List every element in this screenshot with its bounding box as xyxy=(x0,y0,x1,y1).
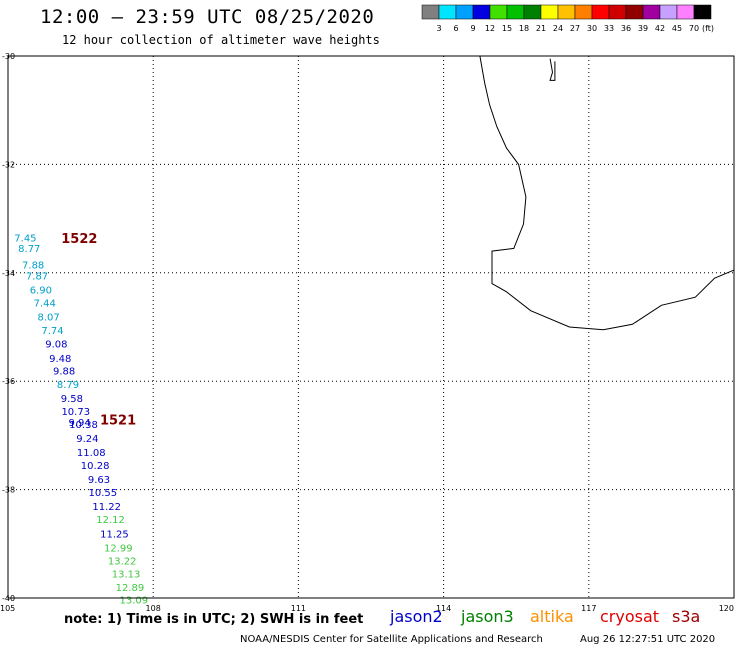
colorbar-swatch xyxy=(659,4,678,20)
colorbar-swatch xyxy=(455,4,474,20)
colorbar-swatch xyxy=(693,4,712,20)
colorbar-swatch xyxy=(506,4,525,20)
colorbar-swatch xyxy=(625,4,644,20)
colorbar-label: 24 xyxy=(553,24,563,33)
wave-height-value: 10.28 xyxy=(81,461,110,472)
wave-height-value: 12.12 xyxy=(96,515,125,526)
colorbar-label: 9 xyxy=(470,24,475,33)
colorbar-label: 45 xyxy=(672,24,682,33)
lat-tick-label: -34 xyxy=(2,269,15,278)
wave-height-value: 13.22 xyxy=(108,556,137,567)
wave-height-value: 7.88 xyxy=(22,260,44,271)
wave-height-value: 10.55 xyxy=(89,488,118,499)
colorbar-label: 6 xyxy=(453,24,458,33)
wave-height-value: 9.24 xyxy=(76,434,98,445)
wave-height-value: 7.45 xyxy=(14,233,36,244)
wave-height-value: 9.63 xyxy=(88,475,110,486)
colorbar-label: 27 xyxy=(570,24,580,33)
colorbar-unit: (ft) xyxy=(702,24,714,33)
pass-id-label: 1521 xyxy=(100,414,136,429)
wave-height-value: 8.77 xyxy=(18,244,40,255)
colorbar-swatch xyxy=(472,4,491,20)
lat-tick-label: -36 xyxy=(2,377,15,386)
colorbar-label: 33 xyxy=(604,24,614,33)
wave-height-value: 12.99 xyxy=(104,543,133,554)
colorbar-swatch xyxy=(642,4,661,20)
wave-height-value: 9.48 xyxy=(49,354,71,365)
note-text: note: 1) Time is in UTC; 2) SWH is in fe… xyxy=(64,612,364,627)
lat-tick-label: -38 xyxy=(2,486,15,495)
colorbar-swatch xyxy=(591,4,610,20)
colorbar-label: 39 xyxy=(638,24,648,33)
wave-height-value: 12.89 xyxy=(116,583,145,594)
wave-height-value: 6.90 xyxy=(30,285,52,296)
pass-ids: 1522 1521 xyxy=(61,232,136,429)
wave-height-value: 13.09 xyxy=(120,595,149,606)
colorbar-swatch xyxy=(540,4,559,20)
sat-s3a: s3a xyxy=(672,607,701,626)
wave-height-value: 13.13 xyxy=(112,569,141,580)
lat-tick-label: -32 xyxy=(2,160,15,169)
colorbar-swatch xyxy=(438,4,457,20)
sat-altika: altika xyxy=(530,607,574,626)
wave-height-value: 9.08 xyxy=(45,340,67,351)
wave-height-value: 9.58 xyxy=(61,394,83,405)
wave-height-value: 10.38 xyxy=(69,420,98,431)
colorbar-swatch xyxy=(608,4,627,20)
credit-text: NOAA/NESDIS Center for Satellite Applica… xyxy=(240,634,543,645)
wave-height-value: 11.22 xyxy=(92,502,121,513)
lon-tick-label: 120 xyxy=(719,604,734,613)
lon-tick-label: 117 xyxy=(581,604,596,613)
wave-height-value: 10.73 xyxy=(61,407,90,418)
colorbar-swatch xyxy=(557,4,576,20)
timestamp-text: Aug 26 12:27:51 UTC 2020 xyxy=(580,634,716,645)
sat-cryosat: cryosat xyxy=(600,607,660,626)
sat-jason3: jason3 xyxy=(461,607,514,626)
colorbar-label: 30 xyxy=(587,24,597,33)
wave-height-value: 9.94 xyxy=(68,418,90,429)
wave-height-value: 11.25 xyxy=(100,529,129,540)
coastline xyxy=(479,55,735,331)
lon-tick-label: 114 xyxy=(436,604,451,613)
wave-height-value: 7.44 xyxy=(34,298,56,309)
colorbar-swatch xyxy=(574,4,593,20)
wave-height-value: 7.87 xyxy=(26,271,48,282)
colorbar-label: 18 xyxy=(519,24,529,33)
coastline-island xyxy=(549,58,556,81)
sat-jason2: jason2 xyxy=(390,607,443,626)
colorbar-label: 42 xyxy=(655,24,665,33)
map-subtitle: 12 hour collection of altimeter wave hei… xyxy=(62,33,380,47)
map-grid xyxy=(8,56,734,598)
observations: 7.458.77 7.887.87 6.90 7.44 8.07 7.74 9.08 9.48… xyxy=(14,233,148,606)
colorbar-label: 21 xyxy=(536,24,546,33)
lon-tick-label: 108 xyxy=(146,604,161,613)
colorbar-label: 36 xyxy=(621,24,631,33)
wave-height-value: 8.07 xyxy=(38,312,60,323)
map-title: 12:00 – 23:59 UTC 08/25/2020 xyxy=(40,6,375,28)
coastline-mainland xyxy=(479,55,735,331)
colorbar-label: 3 xyxy=(436,24,441,33)
colorbar-swatch xyxy=(421,4,440,20)
wave-height-value: 7.74 xyxy=(41,326,63,337)
colorbar-swatch xyxy=(523,4,542,20)
colorbar-swatch xyxy=(676,4,695,20)
pass-id-label: 1522 xyxy=(61,232,97,247)
colorbar-swatch xyxy=(489,4,508,20)
colorbar-label: 70 xyxy=(689,24,699,33)
wave-height-value: 9.88 xyxy=(53,367,75,378)
colorbar-label: 12 xyxy=(485,24,495,33)
colorbar-legend: 3 6 9 12 15 18 21 24 27 30 33 36 39 42 45 70 (ft) xyxy=(421,4,714,33)
wave-height-value: 11.08 xyxy=(77,448,106,459)
lon-tick-label: 105 xyxy=(0,604,15,613)
map-frame xyxy=(7,55,735,599)
wave-height-value: 8.79 xyxy=(57,380,79,391)
colorbar-label: 15 xyxy=(502,24,512,33)
lon-tick-label: 111 xyxy=(291,604,306,613)
